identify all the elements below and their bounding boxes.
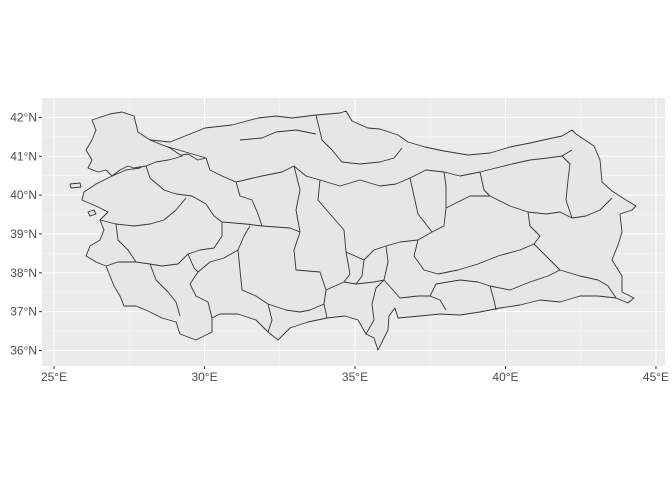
y-tick-label: 37°N <box>10 305 37 319</box>
y-tick-label: 36°N <box>10 343 37 357</box>
thrace-region <box>85 111 183 177</box>
y-tick-label: 41°N <box>10 149 37 163</box>
province-borders <box>99 114 617 335</box>
y-tick-label: 40°N <box>10 188 37 202</box>
x-tick-label: 45°E <box>643 370 669 384</box>
island-1 <box>69 182 82 189</box>
country-outline <box>81 110 637 351</box>
map-regions <box>69 110 637 351</box>
y-tick-label: 39°N <box>10 227 37 241</box>
y-axis: 36°N 37°N 38°N 39°N 40°N 41°N 42°N <box>10 110 42 357</box>
island-2 <box>87 209 97 217</box>
y-tick-label: 38°N <box>10 266 37 280</box>
x-tick-label: 35°E <box>342 370 368 384</box>
x-tick-label: 30°E <box>191 370 217 384</box>
y-tick-label: 42°N <box>10 110 37 124</box>
x-tick-label: 25°E <box>41 370 67 384</box>
x-axis: 25°E 30°E 35°E 40°E 45°E <box>41 366 669 384</box>
x-tick-label: 40°E <box>492 370 518 384</box>
